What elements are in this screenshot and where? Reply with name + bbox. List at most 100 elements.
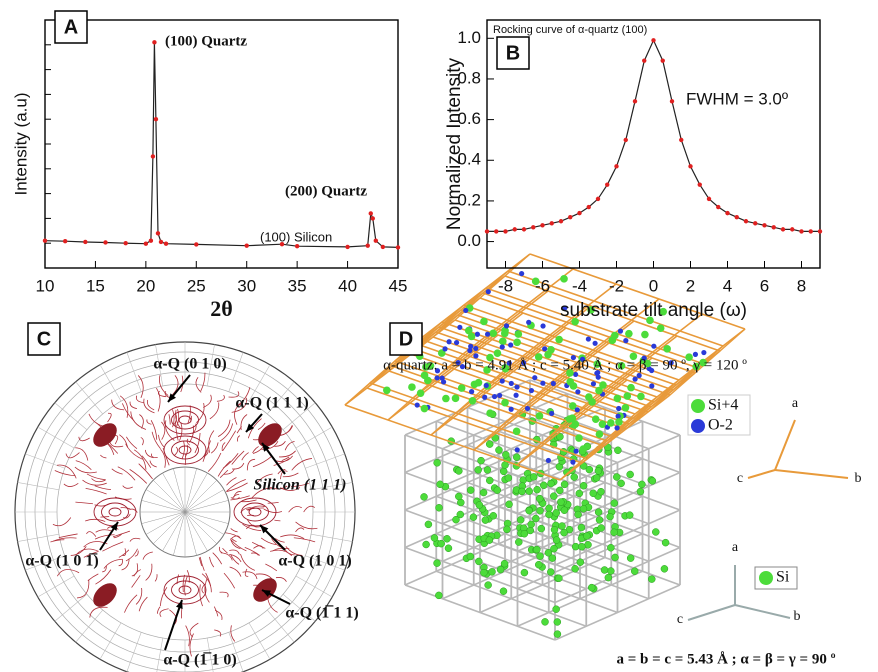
contour	[94, 534, 115, 540]
spot	[178, 585, 192, 595]
si-atom	[483, 466, 492, 474]
si-atom	[489, 512, 498, 520]
si-atom	[466, 486, 475, 494]
si-atom	[501, 364, 510, 373]
contour	[251, 552, 259, 556]
data-point	[605, 182, 610, 187]
contour	[129, 401, 138, 409]
si-atom	[560, 480, 569, 489]
si-atom	[470, 380, 479, 389]
contour	[75, 447, 89, 461]
o-atom	[459, 364, 466, 370]
radial	[17, 482, 59, 491]
contour	[158, 434, 165, 448]
si-atom	[424, 376, 432, 385]
si-atom	[576, 558, 585, 566]
si-atom	[426, 362, 435, 370]
si-atom	[598, 420, 607, 428]
contour	[230, 625, 236, 642]
quartz-edge	[413, 348, 630, 425]
axis-arrow	[774, 419, 796, 471]
radial	[156, 638, 164, 672]
data-point	[163, 241, 169, 246]
si-atom	[685, 353, 693, 362]
y-tick-label: 1.0	[457, 28, 481, 47]
o-atom	[540, 380, 546, 386]
o-atom	[453, 339, 460, 346]
x-tick-label: -6	[535, 276, 550, 295]
si-atom	[606, 512, 614, 521]
spot	[178, 445, 192, 455]
data-point	[484, 229, 490, 234]
contour	[230, 495, 250, 501]
data-point	[512, 227, 517, 232]
contour	[247, 418, 262, 439]
contour	[242, 523, 262, 531]
contour	[288, 506, 302, 513]
contour	[228, 391, 240, 398]
si-atom	[486, 353, 494, 362]
annotation: α-Q (0 1 0)	[153, 356, 226, 373]
quartz-edge	[581, 396, 658, 464]
contour	[161, 421, 166, 440]
contour	[274, 519, 281, 522]
contour	[87, 573, 99, 581]
contour	[138, 463, 153, 480]
contour	[83, 551, 98, 558]
si-atom	[552, 536, 561, 544]
data-point	[725, 210, 730, 216]
o-atom	[651, 343, 657, 349]
si-atom	[451, 394, 460, 403]
o-atom	[514, 384, 520, 390]
contour	[229, 566, 242, 577]
data-point	[632, 99, 638, 104]
contour	[277, 469, 286, 475]
contour	[131, 575, 141, 588]
o-atom	[562, 305, 568, 311]
si-atom	[560, 506, 569, 514]
si-atom	[661, 538, 670, 547]
si-atom	[456, 510, 465, 519]
crystal-structure	[344, 253, 849, 641]
si-atom	[545, 504, 553, 513]
si-atom	[499, 467, 508, 476]
o-atom	[573, 448, 579, 454]
plot-frame	[44, 19, 399, 269]
center-radial	[141, 500, 186, 513]
si-atom	[500, 559, 509, 568]
si-atom	[485, 476, 494, 485]
annotation: (100) Quartz	[165, 33, 247, 49]
contour	[176, 574, 179, 585]
lattice-edge	[404, 416, 531, 474]
si-atom	[525, 506, 533, 515]
si-atom	[587, 583, 596, 592]
contour	[175, 421, 179, 441]
contour	[135, 587, 143, 605]
si-atom	[533, 545, 541, 554]
radial	[75, 381, 103, 415]
quartz-params: α-quartz: a = b = 4.91 Å ; c = 5.40 Å ; …	[383, 357, 747, 373]
contour	[145, 563, 153, 581]
radial	[17, 533, 59, 542]
radial	[267, 609, 295, 643]
si-atom	[540, 481, 548, 490]
si-atom	[433, 459, 441, 467]
si-atom	[504, 474, 513, 482]
si-atom	[437, 539, 445, 548]
si-atom	[518, 487, 526, 496]
contour	[240, 553, 255, 571]
contour	[252, 541, 266, 549]
si-atom	[604, 573, 613, 582]
si-atom	[560, 275, 568, 283]
contour	[120, 507, 131, 510]
si-atom	[475, 557, 483, 566]
data-point	[808, 229, 813, 234]
si-atom	[556, 433, 564, 441]
arrow-head	[262, 443, 270, 452]
si-atom	[435, 504, 443, 512]
contour	[223, 468, 235, 475]
contour	[78, 436, 90, 442]
legend-label: O-2	[708, 417, 733, 434]
data-point	[62, 239, 68, 244]
contour	[201, 583, 206, 594]
